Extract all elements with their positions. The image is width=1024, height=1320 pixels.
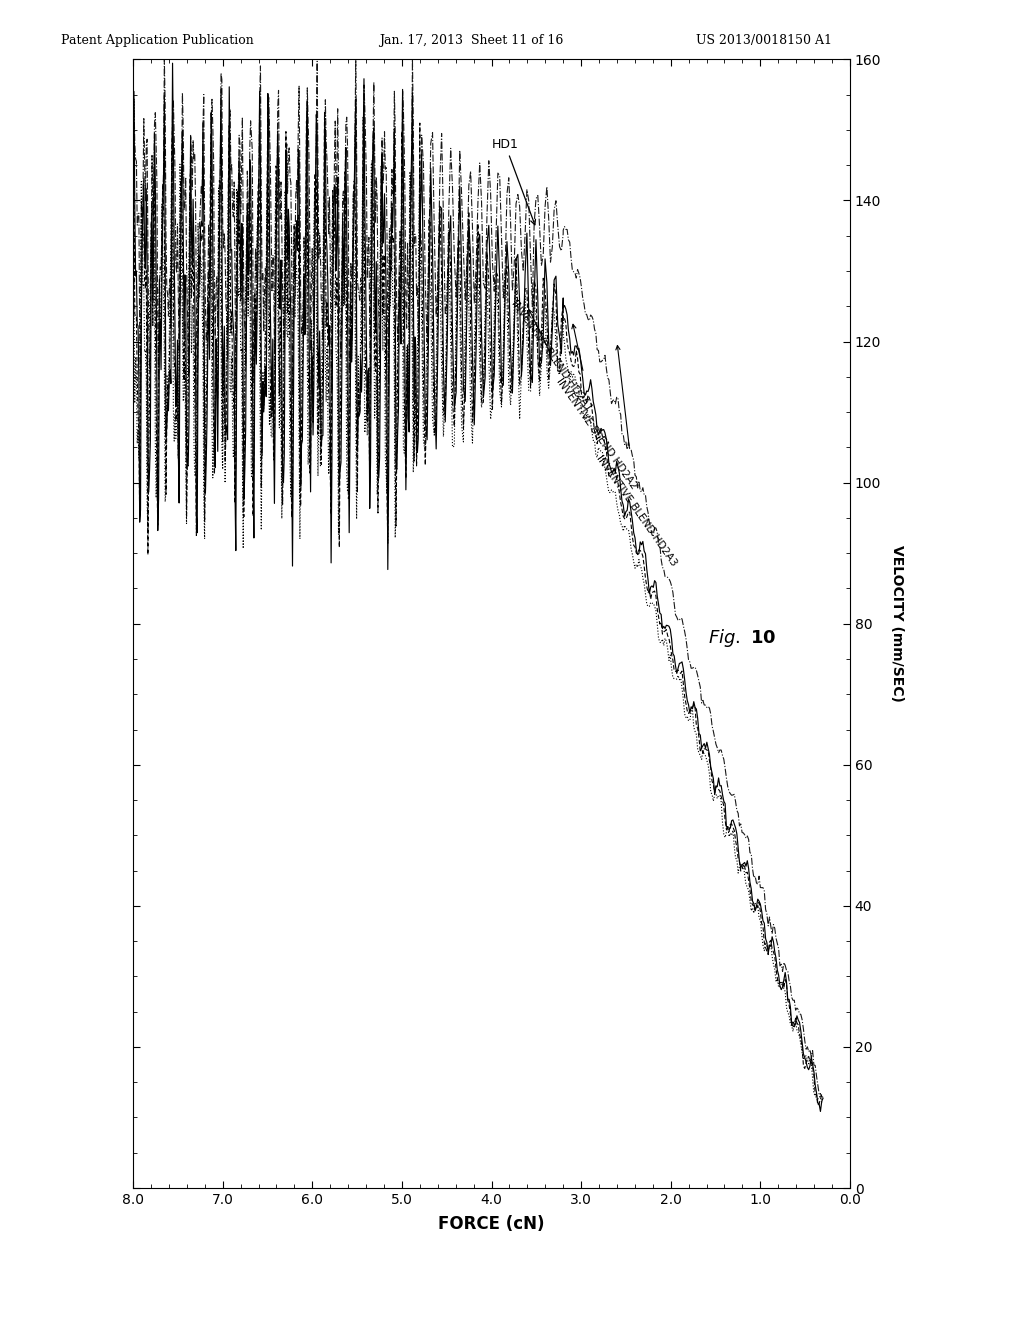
Text: INVENTIVE BLEND HD2A2: INVENTIVE BLEND HD2A2	[554, 325, 639, 491]
Text: Patent Application Publication: Patent Application Publication	[61, 33, 254, 46]
Text: INVENTIVE BLEND HD2A1: INVENTIVE BLEND HD2A1	[510, 298, 594, 413]
Y-axis label: VELOCITY (mm/SEC): VELOCITY (mm/SEC)	[890, 545, 903, 702]
Text: INVENTIVE BLEND HD2A3: INVENTIVE BLEND HD2A3	[595, 346, 679, 568]
Text: $\it{Fig.}$ $\bf{10}$: $\it{Fig.}$ $\bf{10}$	[709, 627, 776, 649]
Text: US 2013/0018150 A1: US 2013/0018150 A1	[696, 33, 833, 46]
Text: HD1: HD1	[492, 137, 536, 224]
Text: Jan. 17, 2013  Sheet 11 of 16: Jan. 17, 2013 Sheet 11 of 16	[379, 33, 563, 46]
X-axis label: FORCE (cN): FORCE (cN)	[438, 1216, 545, 1233]
